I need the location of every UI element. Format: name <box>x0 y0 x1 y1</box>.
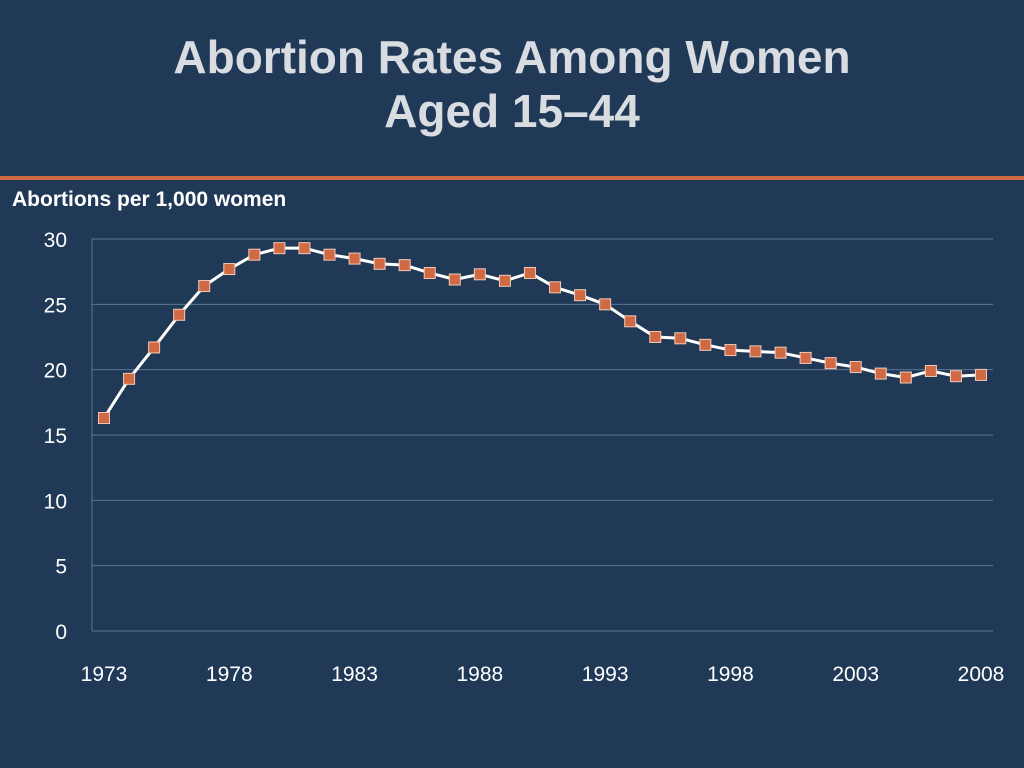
data-point <box>248 248 261 261</box>
data-point <box>849 361 862 374</box>
data-point <box>774 346 787 359</box>
x-tick-label: 1988 <box>456 663 503 686</box>
data-point <box>298 242 311 255</box>
data-point <box>649 331 662 343</box>
y-tick-label: 15 <box>44 425 67 448</box>
data-point <box>323 248 336 261</box>
series-layer <box>98 242 987 425</box>
data-point <box>824 357 837 370</box>
data-point <box>348 252 361 265</box>
grid-lines <box>92 238 993 567</box>
data-point <box>423 266 436 279</box>
x-tick-label: 1993 <box>582 663 629 686</box>
data-point <box>574 289 587 302</box>
x-tick-labels: 1973 1978 1983 1988 1993 1998 2003 2008 <box>81 663 1005 686</box>
series-line <box>102 246 982 419</box>
x-tick-label: 1978 <box>206 663 253 686</box>
data-point <box>799 351 812 364</box>
data-point <box>599 298 612 311</box>
data-point <box>148 341 161 354</box>
data-point <box>123 372 136 385</box>
y-tick-label: 0 <box>55 621 67 644</box>
data-point <box>273 242 286 255</box>
data-point <box>674 332 687 345</box>
data-point <box>699 338 712 351</box>
data-point <box>223 263 236 276</box>
title-divider <box>0 176 1024 180</box>
chart-title-line-1: Abortion Rates Among Women <box>173 31 851 83</box>
y-tick-label: 25 <box>44 294 67 317</box>
y-axis-label: Abortions per 1,000 women <box>12 188 287 211</box>
data-point <box>373 257 386 270</box>
axes <box>91 239 993 632</box>
x-tick-label: 1998 <box>707 663 754 686</box>
y-tick-label: 10 <box>44 490 67 513</box>
y-tick-label: 30 <box>44 229 67 252</box>
data-point <box>173 308 186 321</box>
data-point <box>874 367 887 380</box>
x-tick-label: 1983 <box>331 663 378 686</box>
data-point <box>749 345 762 358</box>
y-tick-labels: 0 5 10 15 20 25 30 <box>44 229 67 644</box>
data-point <box>899 371 912 384</box>
data-point <box>98 412 110 425</box>
data-point <box>624 315 637 328</box>
x-tick-label: 1973 <box>81 663 128 686</box>
data-point <box>949 370 962 383</box>
chart-title-line-2: Aged 15–44 <box>384 85 640 137</box>
data-point <box>549 281 562 294</box>
data-point <box>473 268 486 281</box>
x-tick-label: 2008 <box>958 663 1005 686</box>
y-tick-label: 20 <box>44 360 67 383</box>
data-point <box>724 344 737 357</box>
data-point <box>198 280 211 293</box>
chart-title: Abortion Rates Among Women Aged 15–44 <box>0 30 1024 138</box>
data-point <box>398 259 411 272</box>
data-point <box>924 364 937 377</box>
x-tick-label: 2003 <box>832 663 879 686</box>
data-point <box>498 274 511 287</box>
y-tick-label: 5 <box>55 556 67 579</box>
data-point <box>523 266 536 279</box>
data-point <box>975 368 987 381</box>
data-point <box>448 273 461 286</box>
